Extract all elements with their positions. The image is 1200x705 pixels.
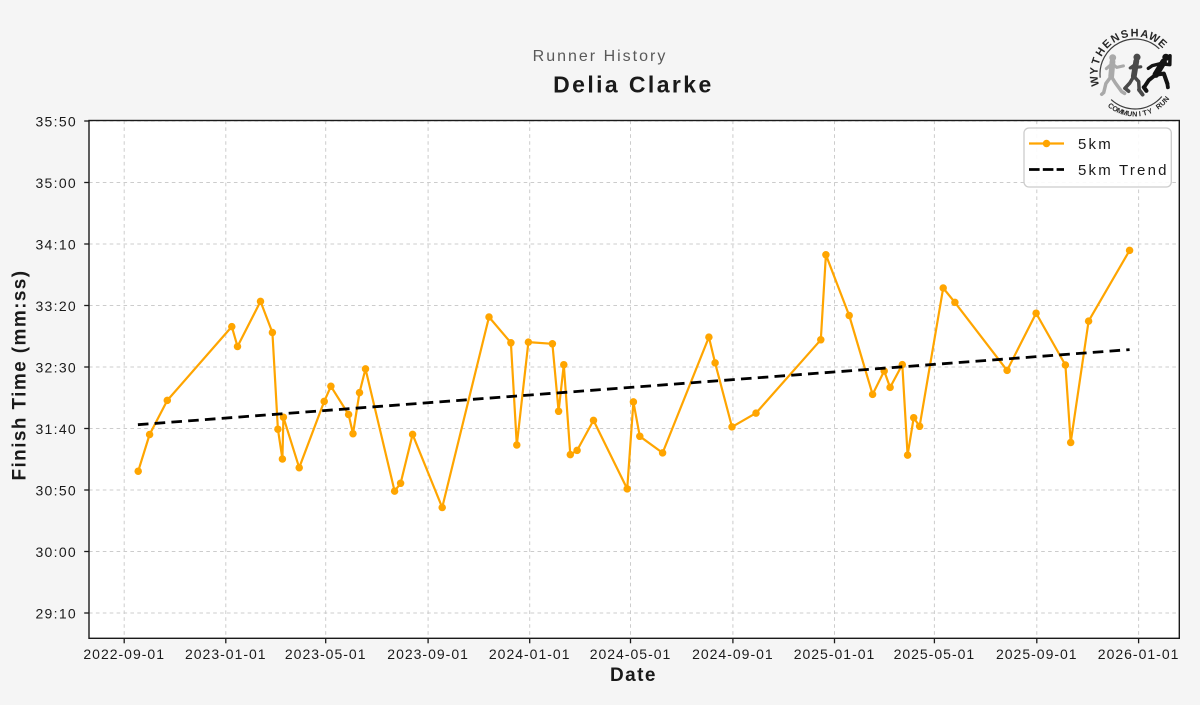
svg-text:32:30: 32:30 <box>35 360 77 376</box>
svg-text:29:10: 29:10 <box>35 606 77 622</box>
svg-text:30:00: 30:00 <box>35 544 77 560</box>
svg-text:2024-05-01: 2024-05-01 <box>590 646 672 662</box>
svg-text:35:50: 35:50 <box>35 114 77 130</box>
svg-text:2022-09-01: 2022-09-01 <box>83 646 165 662</box>
svg-text:30:50: 30:50 <box>35 483 77 499</box>
svg-text:M: M <box>1115 106 1124 117</box>
svg-text:2025-09-01: 2025-09-01 <box>996 646 1078 662</box>
svg-text:U: U <box>1126 109 1132 119</box>
svg-text:O: O <box>1111 103 1121 114</box>
svg-text:35:00: 35:00 <box>35 175 77 191</box>
svg-text:Delia Clarke: Delia Clarke <box>553 72 714 98</box>
svg-text:2024-01-01: 2024-01-01 <box>489 646 571 662</box>
svg-text:5km Trend: 5km Trend <box>1078 162 1169 179</box>
svg-text:U: U <box>1158 98 1168 108</box>
svg-text:34:10: 34:10 <box>35 237 77 253</box>
svg-text:Finish Time (mm:ss): Finish Time (mm:ss) <box>10 269 31 480</box>
svg-text:5km: 5km <box>1078 136 1113 153</box>
svg-text:2024-09-01: 2024-09-01 <box>692 646 774 662</box>
svg-text:2023-01-01: 2023-01-01 <box>185 646 267 662</box>
svg-text:S: S <box>1120 28 1130 41</box>
svg-text:Date: Date <box>610 665 657 686</box>
svg-text:W: W <box>1088 74 1102 87</box>
svg-text:A: A <box>1139 28 1150 42</box>
svg-text:2026-01-01: 2026-01-01 <box>1098 646 1180 662</box>
svg-text:2023-05-01: 2023-05-01 <box>285 646 367 662</box>
svg-text:31:40: 31:40 <box>35 421 77 437</box>
svg-text:T: T <box>1142 108 1149 118</box>
svg-text:2025-01-01: 2025-01-01 <box>794 646 876 662</box>
svg-text:T: T <box>1090 56 1104 66</box>
svg-text:H: H <box>1131 27 1139 39</box>
svg-text:Y: Y <box>1088 66 1101 75</box>
svg-text:M: M <box>1121 108 1129 118</box>
svg-text:R: R <box>1154 101 1164 112</box>
svg-text:Runner History: Runner History <box>533 48 668 65</box>
svg-text:I: I <box>1138 109 1141 118</box>
svg-text:Y: Y <box>1146 106 1154 116</box>
svg-text:N: N <box>1161 94 1171 104</box>
svg-text:C: C <box>1106 101 1116 111</box>
svg-text:2023-09-01: 2023-09-01 <box>387 646 469 662</box>
svg-text:33:20: 33:20 <box>35 298 77 314</box>
svg-text:2025-05-01: 2025-05-01 <box>894 646 976 662</box>
svg-text:N: N <box>1132 109 1137 118</box>
